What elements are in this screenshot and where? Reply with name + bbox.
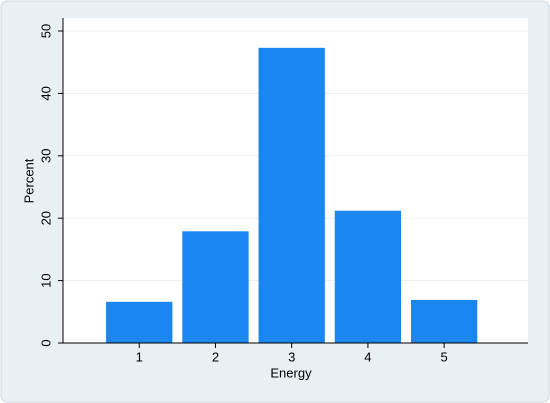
x-tick-label: 1 [136, 349, 143, 364]
x-axis-label: Energy [270, 365, 312, 380]
x-tick-label: 2 [212, 349, 219, 364]
x-tick-label: 4 [364, 349, 371, 364]
y-tick-label: 20 [38, 211, 53, 225]
bar [182, 231, 249, 343]
x-tick-label: 5 [441, 349, 448, 364]
bar [258, 47, 325, 344]
y-tick-label: 0 [38, 339, 53, 346]
y-tick-label: 50 [38, 24, 53, 38]
bar [106, 301, 173, 343]
bar [410, 299, 478, 343]
y-tick-label: 30 [38, 149, 53, 163]
bar [334, 210, 402, 343]
y-axis-label: Percent [21, 158, 36, 203]
y-tick-label: 40 [38, 86, 53, 100]
y-tick-label: 10 [38, 273, 53, 287]
x-tick-label: 3 [288, 349, 295, 364]
